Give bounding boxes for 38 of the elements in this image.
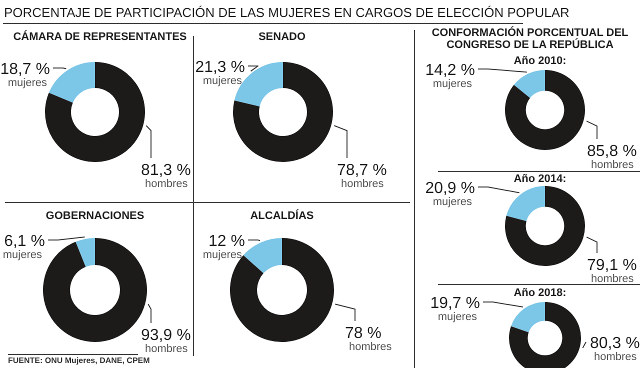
chart-title: SENADO [258,31,306,43]
slice-label: mujeres [432,78,472,90]
slice-label: hombres [591,273,634,285]
slice-label: mujeres [8,77,48,89]
data-label: 78 % [345,325,382,342]
chart-title: Año 2014: [514,173,566,185]
slice-label: hombres [145,178,188,190]
data-label: 18,7 % [0,61,50,78]
data-label: 14,2 % [425,62,475,79]
text: CONFORMACIÓN PORCENTUAL DEL CONGRESO DE LA REPÚBLICA [430,27,630,51]
data-label: 93,9 % [141,327,191,344]
slice-label: mujeres [2,249,42,261]
data-label: 85,8 % [587,143,637,160]
data-label: 78,7 % [337,162,387,179]
slice-label: hombres [349,341,392,353]
chart-title: CÁMARA DE REPRESENTANTES [12,31,188,43]
source-note: FUENTE: ONU Mujeres, DANE, CPEM [8,356,150,365]
data-label: 81,3 % [141,162,191,179]
data-label: 12 % [208,233,245,250]
chart-title: Año 2018: [514,287,566,299]
slice-label: hombres [594,351,638,363]
data-label: 20,9 % [425,180,475,197]
slice-label: hombres [591,159,634,171]
chart-title: GOBERNACIONES [44,210,146,222]
slice-label: mujeres [432,196,472,208]
slice-label: hombres [145,343,188,355]
data-label: 6,1 % [4,233,45,250]
data-label: 80,3 % [590,335,640,352]
data-label: 21,3 % [195,59,245,76]
chart-title: Año 2010: [514,55,566,67]
text: PORCENTAJE DE PARTICIPACIÓN DE LAS MUJERES EN CARGOS DE ELECCIÓN POPULAR [4,5,570,20]
data-label: 19,7 % [430,295,480,312]
data-label: 79,1 % [587,257,637,274]
slice-label: hombres [341,178,384,190]
slice-label: mujeres [438,311,478,323]
slice-label: mujeres [202,249,242,261]
slice-label: mujeres [202,75,242,87]
chart-title: ALCALDÍAS [249,210,315,222]
